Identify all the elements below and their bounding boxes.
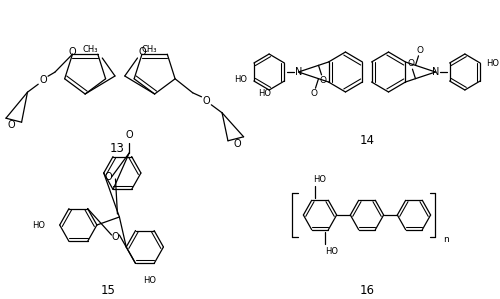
Text: 14: 14 [360,133,374,147]
Text: O: O [202,96,210,106]
Text: O: O [112,232,120,242]
Text: O: O [68,47,76,57]
Text: HO: HO [143,276,156,285]
Text: N: N [295,67,302,77]
Text: HO: HO [325,246,338,256]
Text: O: O [310,89,317,98]
Text: n: n [444,234,449,243]
Text: O: O [8,120,16,130]
Text: O: O [40,75,47,85]
Text: HO: HO [486,60,500,68]
Text: HO: HO [258,89,270,98]
Text: O: O [234,139,241,149]
Text: O: O [407,59,414,68]
Text: O: O [138,47,146,57]
Text: HO: HO [234,76,248,85]
Text: O: O [320,76,327,85]
Text: CH₃: CH₃ [142,45,157,54]
Text: CH₃: CH₃ [83,45,98,54]
Text: 15: 15 [100,283,115,297]
Text: HO: HO [313,175,326,184]
Text: O: O [126,130,133,140]
Text: O: O [417,46,424,55]
Text: 16: 16 [360,283,374,297]
Text: HO: HO [32,220,45,230]
Text: 13: 13 [110,141,125,155]
Text: N: N [432,67,439,77]
Text: O: O [105,172,112,182]
